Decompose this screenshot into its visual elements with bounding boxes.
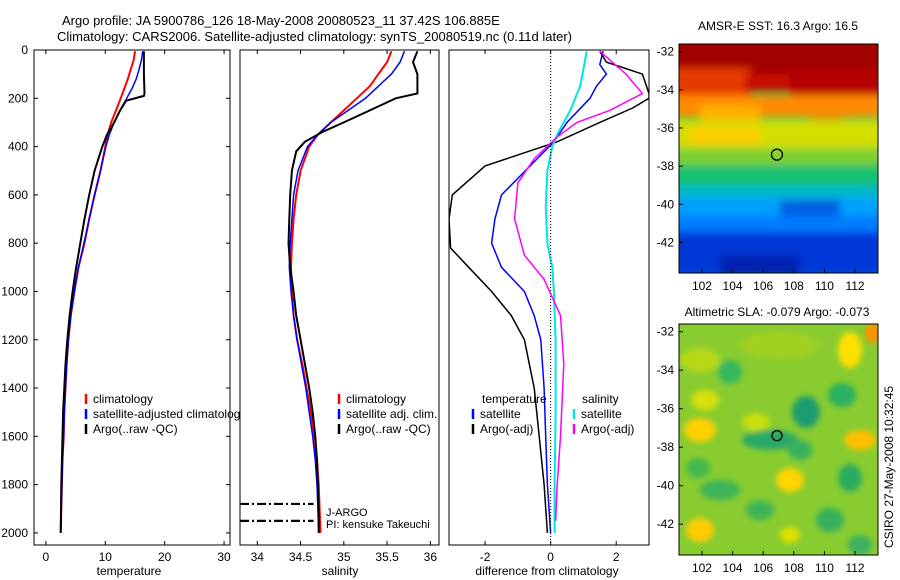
- difference-legend: temperature salinitysatelliteArgo(-adj)sa…: [471, 392, 634, 436]
- map-y-tick-label: -40: [657, 197, 675, 211]
- jargo-label: J-ARGO: [326, 507, 368, 519]
- sst-map-title: AMSR-E SST: 16.3 Argo: 16.5: [698, 19, 858, 33]
- series-line-1-1: [288, 50, 406, 533]
- y-tick-label: 400: [8, 140, 28, 154]
- y-tick-label: 1400: [1, 381, 28, 395]
- sst-map-panel: 102 104 106 108 110 112 -32 -34 -36 -38 -40 -42: [657, 43, 879, 293]
- salinity-legend-item-label: satellite adj. clim.: [346, 407, 437, 421]
- sla-argo-marker: [771, 429, 783, 442]
- map-x-tick-label: 102: [692, 561, 712, 575]
- salinity-legend-title: salinity: [582, 392, 619, 406]
- map-y-tick-label: -38: [657, 159, 675, 173]
- map-y-tick-label: -32: [657, 325, 675, 339]
- temperature-legend-item-label: climatology: [93, 392, 153, 406]
- y-tick-label: 1000: [1, 284, 28, 298]
- map-x-tick-label: 108: [784, 279, 804, 293]
- series-line-2-3: [513, 50, 644, 521]
- y-tick-label: 0: [21, 43, 28, 57]
- map-y-tick-label: -42: [657, 235, 675, 249]
- temperature-panel: 0 10 20 30 02004006008001000120014001600180…: [1, 43, 649, 578]
- csiro-side-label: CSIRO 27-May-2008 10:32:45: [882, 386, 896, 548]
- x-tick-label: 2: [613, 550, 620, 564]
- salinity-xlabel: salinity: [322, 564, 359, 578]
- figure-title-line1: Argo profile: JA 5900786_126 18-May-2008…: [62, 13, 500, 28]
- map-x-tick-label: 104: [723, 561, 743, 575]
- x-tick-label: -2: [480, 550, 491, 564]
- x-tick-label: 30: [217, 550, 231, 564]
- map-y-tick-label: -32: [657, 45, 675, 59]
- difference-legend-temp-label: Argo(-adj): [480, 422, 533, 436]
- temperature-legend-title: temperature: [482, 392, 547, 406]
- x-tick-label: 0: [43, 550, 50, 564]
- x-tick-label: 35: [337, 550, 351, 564]
- y-tick-label: 800: [8, 236, 28, 250]
- map-y-tick-label: -38: [657, 440, 675, 454]
- series-line-0-1: [59, 51, 144, 533]
- salinity-panel: 34 34.5 35 35.5 36 salinity climatologysatel…: [239, 49, 440, 578]
- map-x-tick-label: 106: [753, 279, 773, 293]
- sla-map-panel: 102 104 106 108 110 112 -32 -34 -36 -38 -40 -42: [657, 323, 879, 575]
- map-x-tick-label: 110: [815, 279, 834, 293]
- sla-map-title: Altimetric SLA: -0.079 Argo: -0.073: [685, 305, 870, 319]
- y-tick-label: 2000: [1, 526, 28, 540]
- pi-label: PI: kensuke Takeuchi: [326, 519, 430, 531]
- salinity-legend-item-label: Argo(..raw -QC): [346, 422, 431, 436]
- salinity-legend-item-label: climatology: [346, 392, 406, 406]
- map-y-tick-label: -42: [657, 517, 675, 531]
- x-tick-label: 34: [251, 550, 265, 564]
- difference-panel: -2 0 2 difference from climatology tempera…: [448, 49, 650, 578]
- map-x-tick-label: 106: [753, 561, 773, 575]
- series-line-2-0: [490, 51, 608, 533]
- map-x-tick-label: 112: [845, 561, 864, 575]
- difference-legend-sal-label: Argo(-adj): [581, 422, 634, 436]
- temperature-legend-item-label: Argo(..raw -QC): [93, 422, 178, 436]
- y-tick-label: 200: [8, 91, 28, 105]
- y-tick-label: 1600: [1, 429, 28, 443]
- x-tick-label: 10: [99, 550, 113, 564]
- difference-xlabel: difference from climatology: [475, 564, 618, 578]
- temperature-xlabel: temperature: [97, 564, 162, 578]
- series-line-0-2: [59, 51, 146, 533]
- difference-legend-sal-label: satellite: [581, 407, 622, 421]
- map-y-tick-label: -36: [657, 121, 675, 135]
- map-x-tick-label: 104: [723, 279, 743, 293]
- map-y-tick-label: -36: [657, 402, 675, 416]
- series-line-2-1: [449, 50, 649, 533]
- map-y-tick-label: -34: [657, 363, 675, 377]
- temperature-legend-item-label: satellite-adjusted climatology: [93, 407, 246, 421]
- y-tick-label: 1200: [1, 333, 28, 347]
- difference-legend-temp-label: satellite: [480, 407, 521, 421]
- map-x-tick-label: 108: [784, 561, 804, 575]
- map-x-tick-label: 112: [845, 279, 864, 293]
- x-tick-label: 36: [424, 550, 438, 564]
- sst-heatmap: [679, 44, 878, 273]
- x-tick-label: 0: [547, 550, 554, 564]
- y-tick-label: 1800: [1, 478, 28, 492]
- x-tick-label: 34.5: [289, 550, 313, 564]
- x-tick-label: 35.5: [375, 550, 399, 564]
- map-y-tick-label: -40: [657, 479, 675, 493]
- sst-argo-marker: [770, 148, 784, 161]
- series-line-1-2: [287, 50, 419, 533]
- y-tick-label: 600: [8, 188, 28, 202]
- x-tick-label: 20: [158, 550, 172, 564]
- map-x-tick-label: 110: [815, 561, 834, 575]
- map-y-tick-label: -34: [657, 83, 675, 97]
- figure-title-line2: Climatology: CARS2006. Satellite-adjuste…: [57, 29, 572, 44]
- map-x-tick-label: 102: [692, 279, 712, 293]
- sla-heatmap: [679, 324, 878, 555]
- series-line-2-2: [544, 51, 588, 533]
